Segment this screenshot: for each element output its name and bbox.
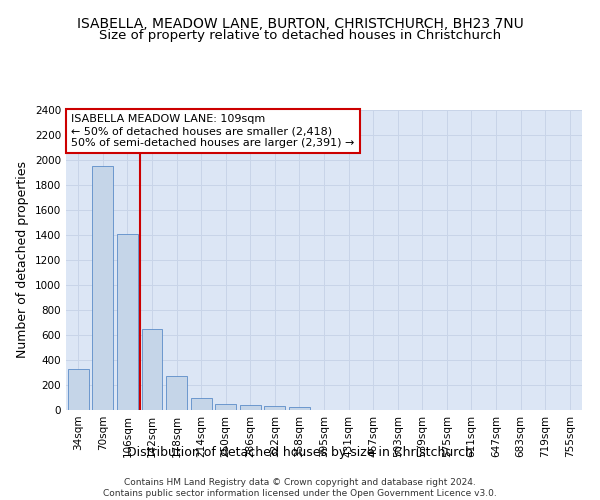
Y-axis label: Number of detached properties: Number of detached properties [16, 162, 29, 358]
Text: Distribution of detached houses by size in Christchurch: Distribution of detached houses by size … [127, 446, 473, 459]
Bar [265, 406, 286, 410]
Bar [240, 405, 261, 410]
Text: Size of property relative to detached houses in Christchurch: Size of property relative to detached ho… [99, 29, 501, 42]
Text: Contains HM Land Registry data © Crown copyright and database right 2024.
Contai: Contains HM Land Registry data © Crown c… [103, 478, 497, 498]
Bar [166, 376, 187, 410]
Bar [215, 404, 236, 410]
Bar [289, 407, 310, 410]
Bar [92, 166, 113, 410]
Bar [191, 398, 212, 410]
Text: ISABELLA MEADOW LANE: 109sqm
← 50% of detached houses are smaller (2,418)
50% of: ISABELLA MEADOW LANE: 109sqm ← 50% of de… [71, 114, 355, 148]
Bar [117, 234, 138, 410]
Bar [142, 329, 163, 410]
Bar [68, 370, 89, 410]
Text: ISABELLA, MEADOW LANE, BURTON, CHRISTCHURCH, BH23 7NU: ISABELLA, MEADOW LANE, BURTON, CHRISTCHU… [77, 18, 523, 32]
